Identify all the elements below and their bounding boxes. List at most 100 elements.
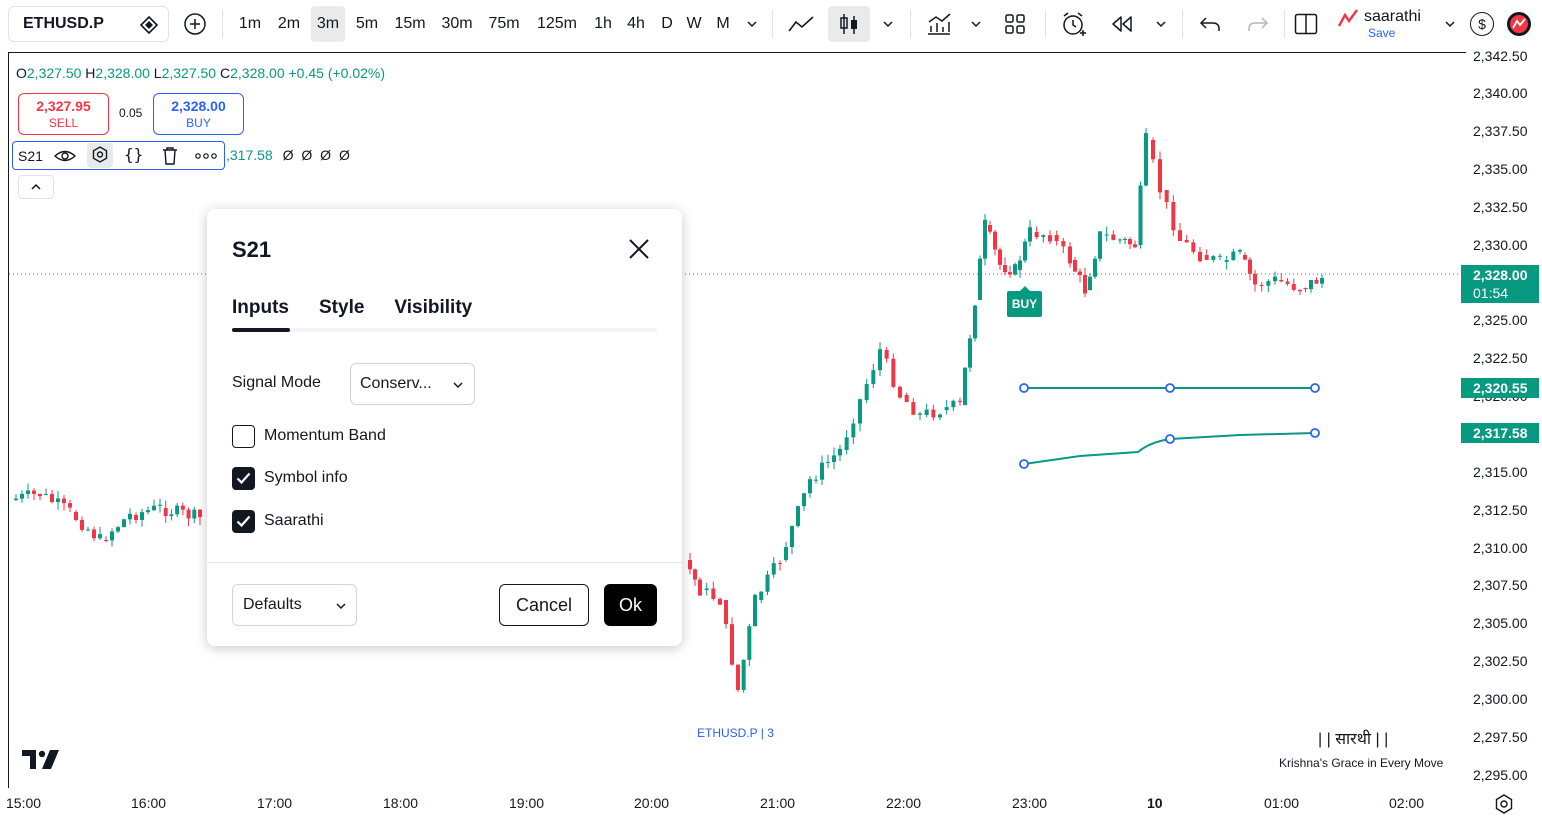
tab-style[interactable]: Style bbox=[319, 297, 365, 318]
interval-1m[interactable]: 1m bbox=[238, 15, 262, 32]
interval-w[interactable]: W bbox=[686, 15, 702, 32]
settings-button[interactable] bbox=[87, 143, 113, 168]
axis-settings-icon[interactable] bbox=[1494, 794, 1514, 814]
interval-5m[interactable]: 5m bbox=[355, 15, 379, 32]
interval-m[interactable]: M bbox=[716, 15, 730, 32]
candle-body bbox=[832, 455, 836, 462]
checkmark-icon bbox=[236, 515, 251, 528]
tab-inputs[interactable]: Inputs bbox=[232, 297, 289, 318]
more-icon[interactable] bbox=[195, 153, 217, 159]
drawing-anchor-handle bbox=[1165, 383, 1175, 393]
defaults-dropdown[interactable]: Defaults bbox=[232, 584, 357, 626]
candle-body bbox=[152, 505, 156, 511]
candle-body bbox=[884, 350, 889, 359]
cancel-button[interactable]: Cancel bbox=[499, 584, 589, 626]
candle-body bbox=[1144, 133, 1148, 186]
candle-body bbox=[1314, 279, 1319, 284]
candle-body bbox=[898, 386, 902, 398]
time-axis-label: 22:00 bbox=[886, 795, 922, 811]
price-chart[interactable] bbox=[9, 53, 1466, 788]
redo-button[interactable] bbox=[1241, 6, 1275, 42]
profile-button[interactable] bbox=[1503, 6, 1535, 42]
interval-1h[interactable]: 1h bbox=[594, 15, 612, 32]
layout-button[interactable] bbox=[1290, 6, 1322, 42]
symbol-info-checkbox[interactable] bbox=[232, 467, 255, 490]
interval-4h[interactable]: 4h bbox=[627, 15, 645, 32]
interval-125m[interactable]: 125m bbox=[536, 15, 578, 32]
collapse-legend-button[interactable] bbox=[18, 175, 54, 199]
momentum-band-checkbox[interactable] bbox=[232, 425, 255, 448]
candle-body bbox=[858, 399, 862, 424]
indicator-legend[interactable]: S21 {} bbox=[12, 141, 225, 170]
time-axis-label: 02:00 bbox=[1389, 795, 1425, 811]
high-value: 2,328.00 bbox=[95, 65, 150, 81]
trash-icon[interactable] bbox=[162, 147, 178, 165]
interval-30m[interactable]: 30m bbox=[441, 15, 473, 32]
buy-signal-label: BUY bbox=[1011, 297, 1038, 311]
tab-visibility[interactable]: Visibility bbox=[394, 297, 473, 318]
interval-15m[interactable]: 15m bbox=[394, 15, 426, 32]
candle-body bbox=[814, 479, 818, 481]
diamond-icon[interactable] bbox=[139, 15, 159, 35]
ok-button[interactable]: Ok bbox=[604, 584, 657, 626]
upper-level-tag: 2,320.55 bbox=[1461, 378, 1539, 398]
candle-body bbox=[1248, 259, 1252, 274]
line-chart-button[interactable] bbox=[782, 6, 820, 42]
saarathi-checkbox[interactable] bbox=[232, 510, 255, 533]
candles-button[interactable] bbox=[828, 6, 870, 42]
current-price-tag: 2,328.00 01:54 bbox=[1461, 265, 1539, 303]
candle-body bbox=[778, 563, 782, 565]
candle-body bbox=[74, 512, 78, 521]
chevron-down-icon bbox=[747, 21, 757, 28]
time-axis-label: 19:00 bbox=[509, 795, 545, 811]
interval-3m[interactable]: 3m bbox=[311, 6, 345, 42]
buy-button[interactable]: 2,328.00 BUY bbox=[153, 93, 244, 135]
candle-body bbox=[1028, 227, 1032, 242]
tab-track bbox=[232, 328, 657, 332]
momentum-band-label: Momentum Band bbox=[264, 427, 386, 444]
candle-body bbox=[198, 509, 202, 518]
interval-dropdown[interactable] bbox=[740, 6, 764, 42]
candle-body bbox=[693, 569, 697, 580]
eye-icon[interactable] bbox=[54, 147, 76, 165]
replay-button[interactable] bbox=[1104, 6, 1140, 42]
signal-mode-value: Conserv... bbox=[360, 375, 432, 392]
interval-2m[interactable]: 2m bbox=[277, 15, 301, 32]
interval-75m[interactable]: 75m bbox=[488, 15, 520, 32]
candle-body bbox=[790, 526, 794, 548]
candle-body bbox=[44, 493, 48, 495]
currency-button[interactable]: $ bbox=[1468, 6, 1496, 42]
chart-pane[interactable] bbox=[8, 52, 1466, 788]
candle-body bbox=[26, 490, 30, 495]
undo-button[interactable] bbox=[1193, 6, 1227, 42]
time-axis-label: 17:00 bbox=[257, 795, 293, 811]
price-axis-label: 2,307.50 bbox=[1473, 577, 1528, 593]
candle-body bbox=[968, 338, 972, 368]
candle-body bbox=[1054, 235, 1059, 242]
chart-type-dropdown[interactable] bbox=[876, 6, 900, 42]
compare-button[interactable] bbox=[178, 6, 212, 42]
candle-body bbox=[1118, 239, 1122, 241]
time-axis-label: 16:00 bbox=[131, 795, 167, 811]
signal-mode-select[interactable]: Conserv... bbox=[350, 363, 475, 405]
alert-button[interactable] bbox=[1056, 6, 1092, 42]
chevron-down-icon bbox=[1156, 21, 1166, 28]
replay-dropdown[interactable] bbox=[1149, 6, 1173, 42]
candle-body bbox=[1111, 234, 1116, 240]
buy-label: BUY bbox=[186, 116, 211, 130]
price-axis[interactable] bbox=[1466, 48, 1542, 788]
drawing-anchor-handle bbox=[1165, 434, 1175, 444]
indicators-button[interactable] bbox=[922, 6, 956, 42]
candle-body bbox=[1073, 260, 1077, 272]
symbol-search[interactable]: ETHUSD.P bbox=[8, 6, 169, 42]
price-axis-label: 2,297.50 bbox=[1473, 729, 1528, 745]
interval-d[interactable]: D bbox=[661, 15, 673, 32]
close-icon[interactable] bbox=[627, 237, 651, 261]
indicators-dropdown[interactable] bbox=[964, 6, 988, 42]
templates-button[interactable] bbox=[998, 6, 1032, 42]
account-dropdown[interactable] bbox=[1438, 6, 1462, 42]
candle-body bbox=[1285, 281, 1290, 284]
sell-button[interactable]: 2,327.95 SELL bbox=[18, 93, 109, 135]
source-code-icon[interactable]: {} bbox=[124, 145, 144, 164]
chevron-up-icon bbox=[31, 183, 41, 190]
